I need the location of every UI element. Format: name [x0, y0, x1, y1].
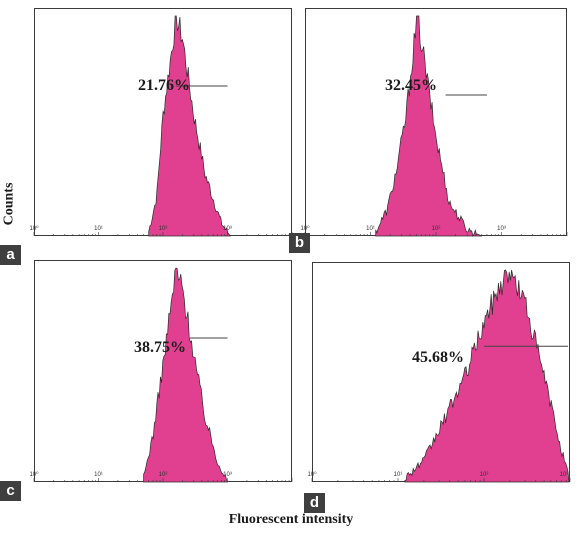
x-tick-label: 10⁰: [300, 225, 310, 232]
panel-a-letter: a: [0, 245, 21, 265]
x-tick-label: 10¹: [94, 226, 103, 232]
panel-d-plot: 10⁰ 10¹ 10² 10³ 45.68%: [307, 262, 571, 483]
panel-a-plot: 10⁰ 10¹ 10² 10³ 21.76%: [29, 8, 293, 237]
panel-c-percentage: 38.75%: [134, 339, 186, 356]
y-axis-label: Counts: [1, 182, 17, 226]
panel-c-histogram: [143, 267, 229, 483]
x-tick-label: 10¹: [366, 226, 375, 232]
panel-c-letter: c: [0, 481, 21, 501]
panel-b-histogram: [375, 15, 482, 237]
panel-a-histogram: [148, 15, 231, 237]
x-tick-label: 10³: [497, 226, 506, 232]
x-tick-label: 10²: [480, 472, 489, 478]
panel-d-histogram: [404, 269, 570, 483]
panel-b-percentage: 32.45%: [385, 77, 437, 94]
x-tick-label: 10³: [560, 472, 569, 478]
x-tick-label: 10²: [159, 472, 168, 478]
panel-b-plot: 10⁰ 10¹ 10² 10³ 32.45%: [300, 8, 568, 237]
x-tick-label: 10¹: [394, 472, 403, 478]
panel-d-percentage: 45.68%: [412, 349, 464, 366]
x-tick-label: 10²: [159, 226, 168, 232]
x-tick-label: 10⁰: [29, 225, 39, 232]
panel-d-letter: d: [304, 493, 325, 513]
x-tick-label: 10³: [223, 472, 232, 478]
x-tick-label: 10³: [223, 226, 232, 232]
panel-c-plot: 10⁰ 10¹ 10² 10³ 38.75%: [29, 260, 293, 483]
x-tick-label: 10⁰: [307, 471, 317, 478]
x-tick-label: 10⁰: [29, 471, 39, 478]
x-tick-label: 10¹: [94, 472, 103, 478]
x-tick-label: 10²: [432, 226, 441, 232]
panel-b-letter: b: [289, 233, 310, 253]
x-axis-label: Fluorescent intensity: [228, 512, 354, 527]
panel-a-percentage: 21.76%: [138, 77, 190, 94]
